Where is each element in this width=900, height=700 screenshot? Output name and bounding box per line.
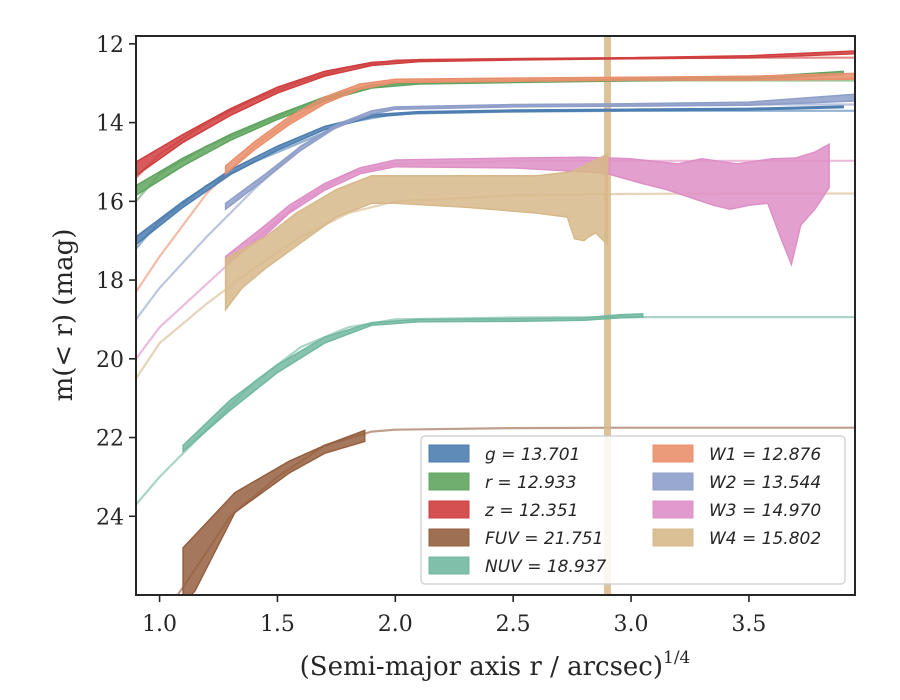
- series-nuv-model-line: [136, 316, 855, 506]
- legend-label-w1: W1 = 12.876: [709, 445, 821, 465]
- plot-frame: [135, 35, 856, 596]
- legend-swatch-w1: [652, 444, 694, 463]
- x-tick-label: 1.5: [260, 612, 295, 637]
- y-tick-label: 20: [96, 348, 124, 373]
- series-w3-band: [224, 143, 830, 267]
- legend-label-g: g = 13.701: [485, 445, 580, 465]
- y-tick-label: 24: [96, 505, 124, 530]
- y-tick-label: 14: [96, 112, 124, 137]
- series-w4-band: [224, 152, 609, 312]
- legend-label-z: z = 12.351: [484, 501, 578, 521]
- y-axis-label: m(< r) (mag): [49, 229, 79, 402]
- x-tick-label: 1.0: [142, 612, 177, 637]
- legend-swatch-w3: [652, 500, 694, 519]
- x-tick-label: 2.0: [378, 612, 413, 637]
- legend-swatch-g: [428, 444, 470, 463]
- x-tick-label: 3.5: [731, 612, 766, 637]
- y-tick-label: 12: [96, 33, 124, 58]
- legend-label-fuv: FUV = 21.751: [485, 529, 603, 549]
- series-w2-band: [224, 93, 855, 211]
- legend-swatch-w2: [652, 472, 694, 491]
- legend-label-r: r = 12.933: [485, 473, 577, 493]
- legend-swatch-z: [428, 500, 470, 519]
- legend-label-w2: W2 = 13.544: [709, 473, 821, 493]
- x-tick-label: 2.5: [496, 612, 531, 637]
- series-nuv-band: [182, 313, 644, 453]
- legend-label-nuv: NUV = 18.937: [485, 557, 607, 577]
- series-z-band: [136, 50, 855, 177]
- series-w1-band: [224, 72, 855, 176]
- series-fuv-band: [182, 429, 366, 595]
- legend-box: [420, 435, 846, 585]
- legend-swatch-nuv: [428, 556, 470, 575]
- y-tick-label: 22: [96, 427, 124, 452]
- x-tick-label: 3.0: [614, 612, 649, 637]
- series-g-band: [136, 105, 844, 246]
- legend-swatch-fuv: [428, 528, 470, 547]
- legend-label-w3: W3 = 14.970: [709, 501, 821, 521]
- legend: g = 13.701 r = 12.933 z = 12.351 FUV = 21.7…: [420, 435, 846, 585]
- axes: 1.0 1.5 2.0 2.5 3.0 3.5 12 14 16 18 20 22 24: [96, 33, 766, 637]
- legend-swatch-r: [428, 472, 470, 491]
- y-tick-label: 16: [96, 190, 124, 215]
- legend-swatch-w4: [652, 528, 694, 547]
- x-axis-label: (Semi-major axis r / arcsec)1/4: [300, 648, 691, 682]
- plot-area: [136, 36, 855, 595]
- legend-label-w4: W4 = 15.802: [709, 529, 821, 549]
- y-tick-label: 18: [96, 269, 124, 294]
